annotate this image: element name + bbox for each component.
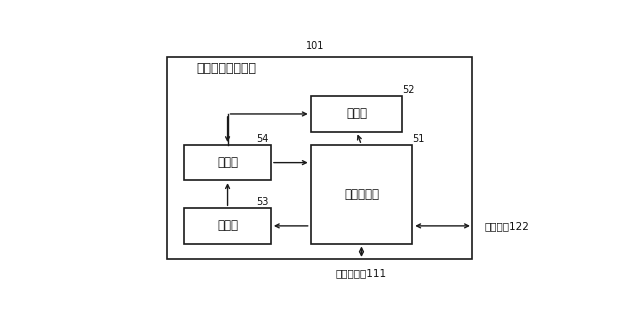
Text: 52: 52 — [402, 85, 415, 95]
Text: 51: 51 — [412, 134, 425, 144]
Text: 54: 54 — [256, 134, 268, 144]
Text: 車載通信機111: 車載通信機111 — [336, 268, 387, 278]
Bar — [310, 145, 412, 244]
Bar — [184, 145, 271, 180]
Text: 101: 101 — [307, 41, 324, 52]
Text: ゲートウェイ装置: ゲートウェイ装置 — [196, 62, 257, 75]
Text: 通信処理部: 通信処理部 — [344, 188, 379, 201]
Text: 検知部: 検知部 — [217, 156, 238, 169]
Bar — [167, 58, 472, 259]
Text: 制御装置122: 制御装置122 — [484, 221, 529, 231]
Bar — [184, 208, 271, 244]
Text: 取得部: 取得部 — [217, 219, 238, 232]
Text: 監視部: 監視部 — [346, 107, 367, 120]
Bar — [310, 96, 403, 131]
Text: 53: 53 — [256, 197, 268, 207]
